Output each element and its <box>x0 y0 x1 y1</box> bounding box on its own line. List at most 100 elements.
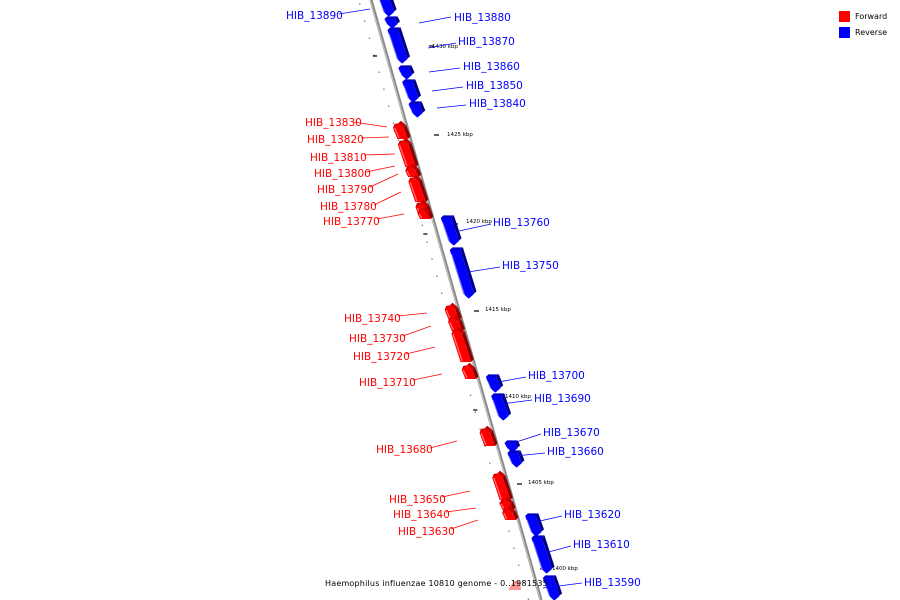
gene-label[interactable]: HIB_13660 <box>547 446 604 458</box>
leader-line <box>542 582 583 589</box>
gene-label[interactable]: HIB_13850 <box>466 80 523 92</box>
gene-label[interactable]: HIB_13670 <box>543 427 600 439</box>
gene-label[interactable]: HIB_13720 <box>353 351 410 363</box>
gene-label[interactable]: HIB_13620 <box>564 509 621 521</box>
gene-label[interactable]: HIB_13870 <box>458 36 515 48</box>
gene-label[interactable]: HIB_13860 <box>463 61 520 73</box>
gene-HIB_13830[interactable] <box>393 120 411 139</box>
gene-side <box>392 16 400 29</box>
gene-highlight <box>409 181 418 202</box>
leader-line <box>500 399 533 405</box>
gene-highlight <box>418 213 423 219</box>
gene-label[interactable]: HIB_13590 <box>584 577 641 589</box>
gene-label[interactable]: HIB_13890 <box>286 10 343 22</box>
gene-HIB_13650[interactable] <box>492 470 513 500</box>
leader-line <box>458 223 492 232</box>
gene-body <box>449 250 474 299</box>
gene-highlight <box>394 127 400 139</box>
gene-HIB_13770[interactable] <box>417 206 434 219</box>
scale-tick-label: 1405 kbp <box>528 480 554 486</box>
gene-label[interactable]: HIB_13840 <box>469 98 526 110</box>
gene-top <box>402 79 416 82</box>
leader-line <box>373 191 402 206</box>
gene-side <box>516 450 525 468</box>
gene-top <box>417 206 431 214</box>
gene-label[interactable]: HIB_13830 <box>305 117 362 129</box>
gene-top <box>499 496 513 504</box>
scale-tick-label: 1410 kbp <box>505 394 531 400</box>
gene-side <box>412 79 421 103</box>
gene-label[interactable]: HIB_13710 <box>359 377 416 389</box>
gene-label[interactable]: HIB_13790 <box>317 184 374 196</box>
gene-label[interactable]: HIB_13650 <box>389 494 446 506</box>
gene-HIB_13870[interactable] <box>387 27 411 64</box>
gene-HIB_13890[interactable] <box>378 0 397 17</box>
gene-HIB_13720[interactable] <box>451 326 474 362</box>
gene-side <box>415 168 422 177</box>
gene-body <box>451 329 472 362</box>
gene-side <box>417 101 426 118</box>
gene-label[interactable]: HIB_13690 <box>534 393 591 405</box>
gene-label[interactable]: HIB_13760 <box>493 217 550 229</box>
gene-HIB_13680[interactable] <box>479 425 498 446</box>
gene-label[interactable]: HIB_13630 <box>398 526 455 538</box>
gene-label[interactable]: HIB_13820 <box>307 134 364 146</box>
gene-highlight <box>441 221 451 245</box>
gene-HIB_13750[interactable] <box>449 247 477 299</box>
gene-HIB_13590[interactable] <box>542 575 563 600</box>
leader-line <box>363 153 396 156</box>
gene-body <box>531 538 552 574</box>
gene-label[interactable]: HIB_13780 <box>320 201 377 213</box>
gene-label[interactable]: HIB_13640 <box>393 509 450 521</box>
gene-HIB_13690[interactable] <box>491 393 512 421</box>
gene-HIB_13860[interactable] <box>398 65 415 80</box>
gene-label[interactable]: HIB_13810 <box>310 152 367 164</box>
gene-label[interactable]: HIB_13740 <box>344 313 401 325</box>
gene-body <box>508 581 521 590</box>
gene-highlight <box>445 309 451 320</box>
gene-body <box>402 82 419 103</box>
gene-body <box>485 377 501 393</box>
leader-line <box>402 325 432 337</box>
gene-label[interactable]: HIB_13730 <box>349 333 406 345</box>
gene-body <box>405 166 419 177</box>
gene-side <box>535 513 544 537</box>
gene-highlight <box>508 456 514 467</box>
gene-HIB_13620[interactable] <box>525 513 544 537</box>
genome-backbone <box>369 0 543 600</box>
reverse-swatch <box>839 27 850 38</box>
gene-HIB_13840[interactable] <box>408 101 426 118</box>
gene-HIB_13880[interactable] <box>384 16 400 29</box>
gene-HIB_13810[interactable] <box>405 163 422 177</box>
gene-HIB_13800[interactable] <box>408 174 429 202</box>
gene-HIB_13630[interactable] <box>502 505 519 520</box>
gene-HIB_13700[interactable] <box>485 374 504 393</box>
gene-highlight <box>452 333 463 362</box>
gene-HIB_13820[interactable] <box>397 137 419 167</box>
gene-body <box>440 218 459 246</box>
gene-label[interactable]: HIB_13610 <box>573 539 630 551</box>
gene-body <box>504 443 518 453</box>
gene-label[interactable]: HIB_13750 <box>502 260 559 272</box>
gene-label[interactable]: HIB_13770 <box>323 216 380 228</box>
gene-top <box>384 16 398 19</box>
gene-label[interactable]: HIB_13680 <box>376 444 433 456</box>
gene-label[interactable]: HIB_13700 <box>528 370 585 382</box>
gene-highlight <box>500 503 505 510</box>
gene-HIB_13850[interactable] <box>402 79 421 103</box>
gene-side <box>472 367 479 379</box>
leader-line <box>338 8 371 15</box>
leader-line <box>441 490 471 498</box>
gene-label[interactable]: HIB_13880 <box>454 12 511 24</box>
gene-HIB_13710[interactable] <box>461 362 479 379</box>
gene-HIB_13660[interactable] <box>507 450 525 468</box>
leader-line <box>353 121 388 128</box>
gene-HIB_13610[interactable] <box>531 535 555 574</box>
gene-highlight <box>503 512 508 520</box>
gene-label[interactable]: HIB_13800 <box>314 168 371 180</box>
gene-HIB_13760[interactable] <box>440 215 462 246</box>
gene-body <box>398 68 412 80</box>
gene-highlight <box>543 581 552 600</box>
gene-highlight <box>403 85 411 102</box>
